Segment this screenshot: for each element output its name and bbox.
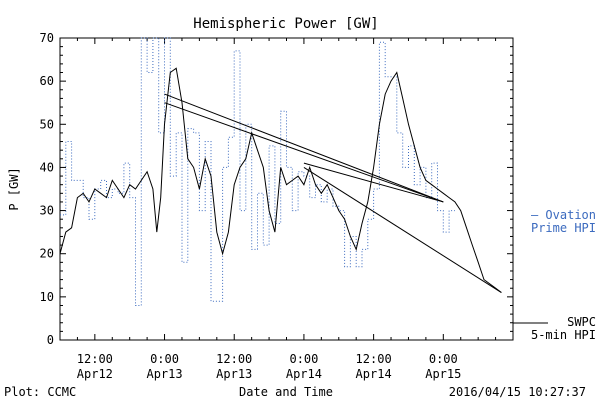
x-tick-label-time: 0:00: [289, 352, 318, 366]
chart-title: Hemispheric Power [GW]: [193, 16, 378, 32]
y-axis-label: P [GW]: [7, 167, 21, 210]
x-tick-label-time: 12:00: [216, 352, 252, 366]
x-tick-marks: [59, 38, 514, 340]
x-tick-label-date: Apr13: [146, 367, 182, 381]
x-tick-label-date: Apr13: [216, 367, 252, 381]
legend-ovation: — Ovation Prime HPI: [531, 208, 596, 235]
swpc-connector-line: [303, 167, 502, 293]
y-tick-label: 10: [40, 290, 54, 304]
x-axis-label: Date and Time: [239, 385, 333, 399]
legend-ovation-line2: Prime HPI: [531, 221, 596, 235]
swpc-connector-line: [164, 93, 444, 203]
y-tick-label: 40: [40, 160, 54, 174]
y-tick-label: 30: [40, 204, 54, 218]
legend-swpc-line1: SWPC: [567, 315, 596, 329]
plot-timestamp: 2016/04/15 10:27:37: [449, 385, 586, 399]
swpc-connector-line: [303, 162, 444, 203]
series-ovation-prime-hpi: [60, 37, 455, 306]
y-tick-label: 60: [40, 74, 54, 88]
x-tick-label-date: Apr12: [77, 367, 113, 381]
y-tick-label: 50: [40, 117, 54, 131]
swpc-connector-lines: [164, 93, 502, 293]
x-tick-label-date: Apr14: [286, 367, 322, 381]
x-tick-label-date: Apr14: [356, 367, 392, 381]
plot-credit: Plot: CCMC: [4, 385, 76, 399]
legend-swpc: SWPC 5-min HPI: [513, 315, 596, 342]
series-swpc-5min-hpi: [59, 67, 502, 293]
x-tick-label-time: 0:00: [429, 352, 458, 366]
y-tick-label: 70: [40, 31, 54, 45]
swpc-connector-line: [164, 102, 444, 203]
y-tick-labels: 0 10 20 30 40 50 60 70: [40, 31, 54, 347]
y-tick-marks: [60, 37, 513, 341]
legend-ovation-line1: — Ovation: [531, 208, 596, 222]
x-tick-label-time: 12:00: [356, 352, 392, 366]
y-tick-label: 0: [47, 333, 54, 347]
x-tick-label-time: 12:00: [77, 352, 113, 366]
x-tick-label-date: Apr15: [425, 367, 461, 381]
x-tick-labels: 12:00Apr120:00Apr1312:00Apr130:00Apr1412…: [77, 352, 462, 381]
y-tick-label: 20: [40, 247, 54, 261]
legend-swpc-line2: 5-min HPI: [531, 328, 596, 342]
x-tick-label-time: 0:00: [150, 352, 179, 366]
plot-content: [59, 37, 502, 306]
